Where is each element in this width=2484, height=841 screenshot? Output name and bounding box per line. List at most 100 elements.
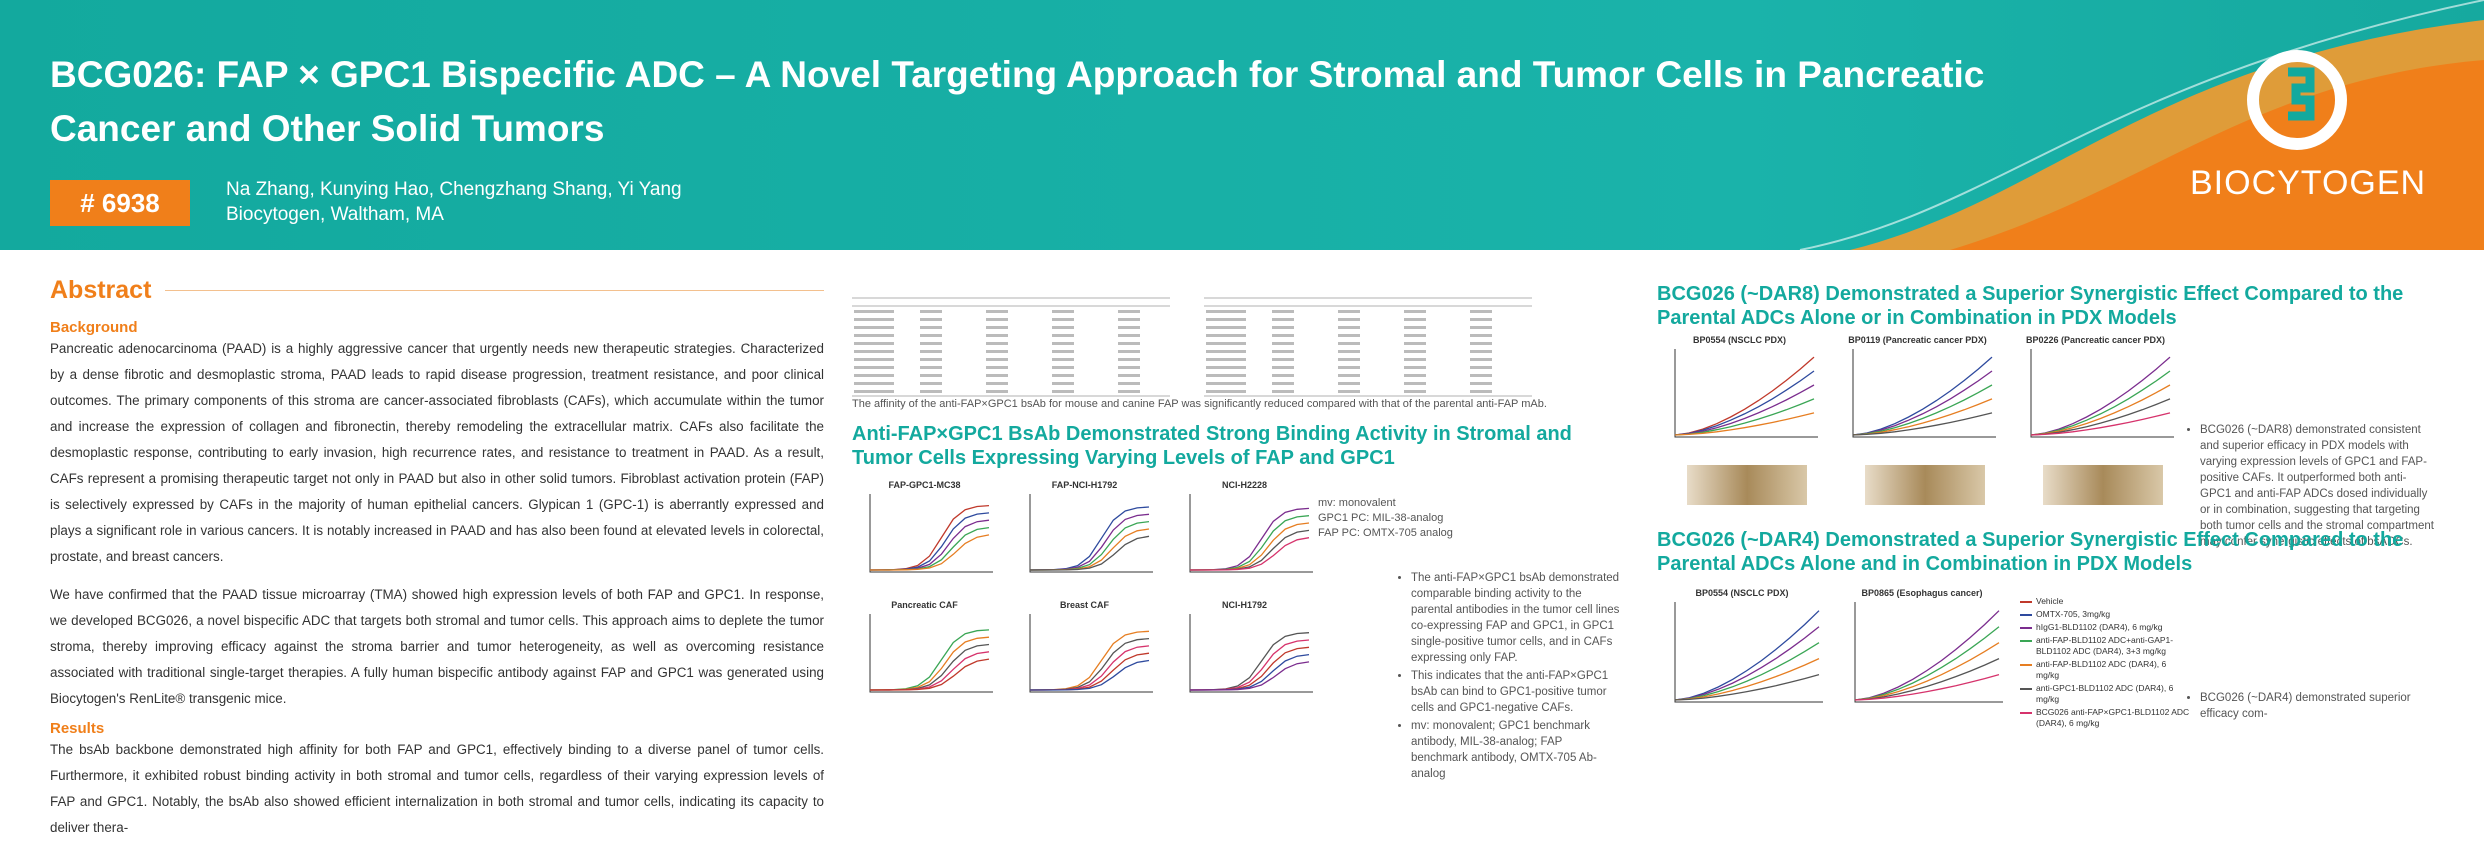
table-cell-decoration [1052,366,1074,369]
panel-title: NCI-H1792 [1221,600,1268,610]
table-cell-decoration [1052,334,1074,337]
figure-panel: NCI-H2228 [1172,480,1317,590]
curve-decoration [1854,658,2000,701]
section-heading: Anti-FAP×GPC1 BsAb Demonstrated Strong B… [852,423,1572,469]
table-cell-decoration [1404,326,1426,329]
ihc-image [1687,465,1807,505]
figure-panel: NCI-H1792 [1172,600,1317,710]
curve-decoration [1852,356,1993,436]
table-cell-decoration [854,318,894,321]
curve-decoration [1674,642,1820,701]
figure-panel: BP0554 (NSCLC PDX) [1657,335,1822,455]
table-cell-decoration [1206,334,1246,337]
table-cell-decoration [1338,342,1360,345]
panel-title: BP0226 (Pancreatic cancer PDX) [2025,335,2166,345]
bullet: BCG026 (~DAR8) demonstrated consistent a… [2200,422,2436,550]
bullets: The anti-FAP×GPC1 bsAb demonstrated comp… [1397,570,1622,784]
panel-graphic [1674,602,1823,703]
curve-decoration [1674,673,1820,701]
table-cell-decoration [854,374,894,377]
curve-decoration [1852,384,1993,436]
table-cell-decoration [1272,310,1294,313]
table-cell-decoration [1118,382,1140,385]
table-cell-decoration [1404,382,1426,385]
table-cell-decoration [1338,390,1360,393]
abstract: Abstract Background Pancreatic adenocarc… [50,276,824,841]
table-cell-decoration [986,374,1008,377]
table-cell-decoration [1272,382,1294,385]
table-cell-decoration [1470,326,1492,329]
panel-title: FAP-GPC1-MC38 [888,480,961,490]
table-cell-decoration [1206,382,1246,385]
table-cell-decoration [1272,334,1294,337]
curve-decoration [1190,537,1310,571]
table-cell-decoration [1404,342,1426,345]
header-decoration [1799,0,2484,250]
table-cell-decoration [1470,382,1492,385]
table-cell-decoration [1118,334,1140,337]
legend: Vehicle OMTX-705, 3mg/kg hIgG1-BLD1102 (DA… [2020,596,2190,731]
panel-graphic [1854,602,2003,703]
table-cell-decoration [1118,366,1140,369]
binding-figures: FAP-GPC1-MC38 FAP-NCI-H1792 NCI-H2228 Pancr… [852,480,1372,720]
paragraph: The bsAb backbone demonstrated high affi… [50,742,824,835]
table-cell-decoration [986,318,1008,321]
table-cell-decoration [986,334,1008,337]
dar8-figures: BP0554 (NSCLC PDX) BP0119 (Pancreatic can… [1657,335,2187,510]
dar4-figures: BP0554 (NSCLC PDX) BP0865 (Esophagus canc… [1657,588,2017,720]
panel-title: BP0119 (Pancreatic cancer PDX) [1848,335,1987,345]
curve-decoration [1674,658,1820,701]
table-cell-decoration [920,310,942,313]
bullet-list: The anti-FAP×GPC1 bsAb demonstrated comp… [1397,570,1622,782]
table-cell-decoration [920,366,942,369]
panel-graphic [1029,494,1153,573]
curve-decoration [1674,610,1820,701]
table-cell-decoration [1470,318,1492,321]
table-cell-decoration [854,358,894,361]
curve-decoration [1674,384,1815,436]
panel-graphic [1674,349,1818,438]
bullet: BCG026 (~DAR4) demonstrated superior eff… [2200,690,2436,722]
table-cell-decoration [1206,326,1246,329]
table-cell-decoration [986,390,1008,393]
rule [165,290,824,291]
curve-decoration [1674,370,1815,436]
table-cell-decoration [1272,350,1294,353]
axis [1674,349,1818,438]
affiliation: Biocytogen, Waltham, MA [226,204,444,225]
table-cell-decoration [854,350,894,353]
table-cell-decoration [854,334,894,337]
table-cell-decoration [986,310,1008,313]
table-cell-decoration [1052,326,1074,329]
table-cell-decoration [920,358,942,361]
table-cell-decoration [854,390,894,393]
curve-decoration [869,512,990,571]
table-cell-decoration [1052,350,1074,353]
table-cell-decoration [1338,358,1360,361]
table-cell-decoration [1470,366,1492,369]
ihc-image [1865,465,1985,505]
axis [1189,614,1313,693]
panel-graphic [1029,614,1153,693]
legend-swatch [2020,601,2032,603]
curve-decoration [1852,412,1993,436]
table-cell-decoration [986,366,1008,369]
table-cell-decoration [1272,342,1294,345]
table-cell-decoration [1470,350,1492,353]
table-cell-decoration [920,326,942,329]
table-cell-decoration [1052,374,1074,377]
legend-swatch [2020,640,2032,642]
table-cell-decoration [1206,350,1246,353]
figure-panel: Breast CAF [1012,600,1157,710]
figure-panel: BP0119 (Pancreatic cancer PDX) [1835,335,2000,455]
legend-swatch [2020,712,2032,714]
legend-label: anti-FAP-BLD1102 ADC+anti-GAP1-BLD1102 A… [2036,635,2174,656]
legend-entry: Vehicle [2020,596,2190,607]
curve-decoration [1852,398,1993,436]
logo-text: BIOCYTOGEN [2190,164,2427,202]
table-cell-decoration [854,310,894,313]
table-cell-decoration [1206,374,1246,377]
table-cell-decoration [1052,342,1074,345]
table-cell-decoration [1404,310,1426,313]
table-cell-decoration [1052,382,1074,385]
